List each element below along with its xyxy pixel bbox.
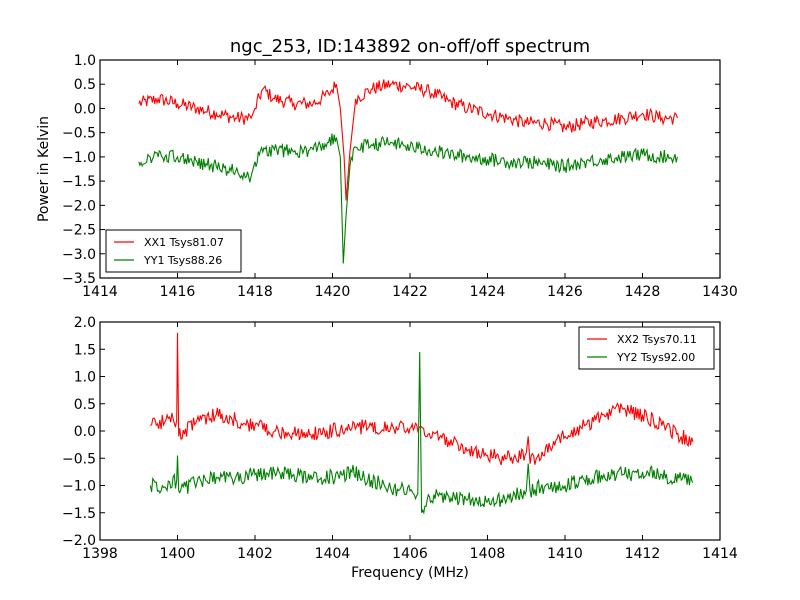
y-tick-label: −1.5 <box>62 506 96 522</box>
x-tick-label: 1410 <box>547 546 583 562</box>
legend-label: XX1 Tsys81.07 <box>144 236 224 249</box>
series-line-xx <box>138 79 678 201</box>
chart-title: ngc_253, ID:143892 on-off/off spectrum <box>230 36 590 57</box>
y-tick-label: 0.0 <box>74 101 96 117</box>
legend-label: YY1 Tsys88.26 <box>143 254 222 267</box>
x-tick-label: 1420 <box>315 284 351 300</box>
y-tick-label: −0.5 <box>62 451 96 467</box>
y-tick-label: −2.0 <box>62 198 96 214</box>
y-tick-label: −2.5 <box>62 223 96 239</box>
x-tick-label: 1414 <box>82 284 118 300</box>
y-tick-label: 0.0 <box>74 424 96 440</box>
y-tick-label: −1.5 <box>62 174 96 190</box>
x-tick-label: 1398 <box>82 546 118 562</box>
series-line-yy <box>138 133 678 264</box>
x-tick-label: 1430 <box>702 284 738 300</box>
x-tick-label: 1408 <box>470 546 506 562</box>
y-axis-label: Power in Kelvin <box>36 116 52 222</box>
x-tick-label: 1406 <box>392 546 428 562</box>
legend: XX2 Tsys70.11 YY2 Tsys92.00 <box>578 326 715 370</box>
y-tick-label: 0.5 <box>74 397 96 413</box>
y-tick-label: 2.0 <box>74 315 96 331</box>
y-tick-label: −1.0 <box>62 150 96 166</box>
x-tick-label: 1402 <box>237 546 273 562</box>
top-plot: 1414 1416 1418 1420 1422 1424 1426 1428 1430 1.0 0… <box>62 53 738 300</box>
x-tick-label: 1426 <box>547 284 583 300</box>
bottom-plot: 1398 1400 1402 1404 1406 1408 1410 1412 1414 2.0 1… <box>62 315 738 562</box>
y-tick-label: −0.5 <box>62 126 96 142</box>
x-tick-label: 1424 <box>470 284 506 300</box>
y-tick-label: −1.0 <box>62 479 96 495</box>
x-tick-label: 1416 <box>160 284 196 300</box>
legend-label: YY2 Tsys92.00 <box>616 351 695 364</box>
legend: XX1 Tsys81.07 YY1 Tsys88.26 <box>105 229 242 273</box>
x-tick-label: 1412 <box>625 546 661 562</box>
y-tick-label: 1.0 <box>74 53 96 69</box>
legend-label: XX2 Tsys70.11 <box>617 333 697 346</box>
x-tick-label: 1400 <box>160 546 196 562</box>
x-tick-label: 1414 <box>702 546 738 562</box>
x-tick-label: 1428 <box>625 284 661 300</box>
x-tick-label: 1418 <box>237 284 273 300</box>
x-tick-label: 1422 <box>392 284 428 300</box>
y-tick-label: −3.0 <box>62 247 96 263</box>
x-tick-label: 1404 <box>315 546 351 562</box>
y-tick-label: 1.5 <box>74 342 96 358</box>
y-tick-label: −3.5 <box>62 271 96 287</box>
series-line-yy <box>149 351 694 515</box>
y-tick-label: −2.0 <box>62 533 96 549</box>
x-axis-label: Frequency (MHz) <box>351 565 469 581</box>
y-tick-label: 0.5 <box>74 77 96 93</box>
y-tick-label: 1.0 <box>74 370 96 386</box>
